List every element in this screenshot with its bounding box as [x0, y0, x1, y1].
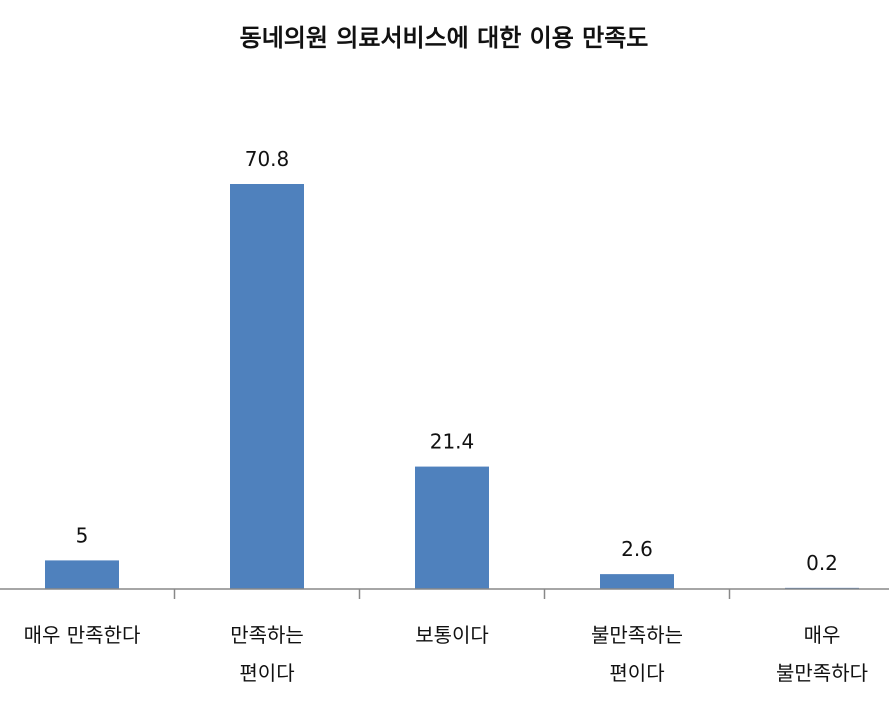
category-label-3-line-1: 편이다 — [609, 661, 664, 685]
category-label-0-line-0: 매우 만족한다 — [24, 623, 141, 647]
bar-0 — [45, 560, 119, 589]
chart-title: 동네의원 의료서비스에 대한 이용 만족도 — [240, 24, 649, 52]
x-axis-ticks — [173, 589, 731, 599]
bar-3 — [600, 574, 674, 589]
value-label-1: 70.8 — [245, 147, 290, 171]
value-label-3: 2.6 — [621, 537, 653, 561]
value-label-0: 5 — [76, 523, 89, 547]
category-label-4-line-1: 불만족하다 — [776, 661, 868, 685]
value-label-4: 0.2 — [806, 551, 838, 575]
category-label-4-line-0: 매우 — [804, 623, 841, 647]
bar-1 — [230, 184, 304, 589]
category-label-2-line-0: 보통이다 — [415, 623, 489, 647]
bar-2 — [415, 466, 489, 589]
value-label-2: 21.4 — [430, 430, 475, 454]
category-label-1-line-1: 편이다 — [239, 661, 294, 685]
category-label-1-line-0: 만족하는 — [230, 623, 304, 647]
bars-group — [45, 184, 859, 589]
value-labels-group: 5 70.8 21.4 2.6 0.2 — [76, 147, 838, 575]
category-label-3-line-0: 불만족하는 — [591, 623, 683, 647]
